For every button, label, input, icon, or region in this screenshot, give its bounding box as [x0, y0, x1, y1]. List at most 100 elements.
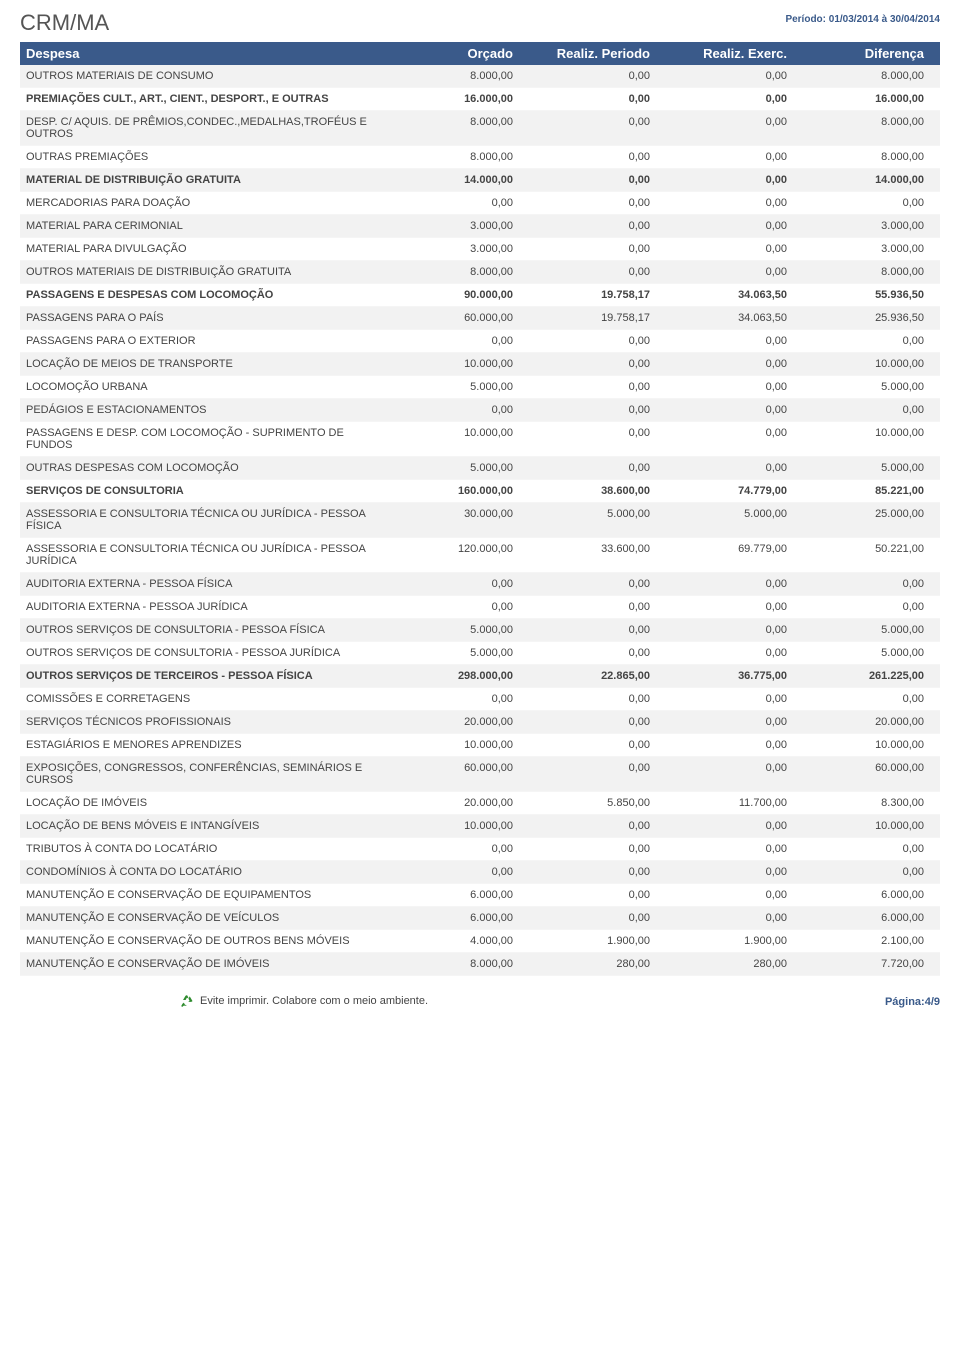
row-value-2: 0,00 — [660, 647, 797, 659]
row-value-0: 0,00 — [386, 843, 523, 855]
row-value-0: 8.000,00 — [386, 266, 523, 278]
row-label: PEDÁGIOS E ESTACIONAMENTOS — [26, 404, 386, 416]
row-value-0: 4.000,00 — [386, 935, 523, 947]
col-header-orcado: Orçado — [386, 46, 523, 61]
row-value-0: 0,00 — [386, 693, 523, 705]
row-label: LOCAÇÃO DE BENS MÓVEIS E INTANGÍVEIS — [26, 820, 386, 832]
row-value-3: 0,00 — [797, 404, 934, 416]
row-label: OUTROS MATERIAIS DE DISTRIBUIÇÃO GRATUIT… — [26, 266, 386, 278]
row-value-2: 0,00 — [660, 578, 797, 590]
row-value-3: 3.000,00 — [797, 220, 934, 232]
row-value-3: 3.000,00 — [797, 243, 934, 255]
row-value-3: 14.000,00 — [797, 174, 934, 186]
row-value-3: 0,00 — [797, 843, 934, 855]
row-label: CONDOMÍNIOS À CONTA DO LOCATÁRIO — [26, 866, 386, 878]
row-value-2: 0,00 — [660, 716, 797, 728]
table-row: MANUTENÇÃO E CONSERVAÇÃO DE EQUIPAMENTOS… — [20, 884, 940, 907]
row-value-2: 5.000,00 — [660, 508, 797, 532]
row-value-1: 38.600,00 — [523, 485, 660, 497]
row-value-1: 0,00 — [523, 197, 660, 209]
row-value-2: 0,00 — [660, 601, 797, 613]
row-value-2: 0,00 — [660, 93, 797, 105]
row-value-3: 8.000,00 — [797, 116, 934, 140]
footer-eco-msg: Evite imprimir. Colabore com o meio ambi… — [180, 994, 428, 1008]
row-label: PREMIAÇÕES CULT., ART., CIENT., DESPORT.… — [26, 93, 386, 105]
page-header: CRM/MA Período: 01/03/2014 à 30/04/2014 — [20, 10, 940, 36]
row-value-1: 0,00 — [523, 912, 660, 924]
row-value-3: 0,00 — [797, 197, 934, 209]
row-label: MANUTENÇÃO E CONSERVAÇÃO DE EQUIPAMENTOS — [26, 889, 386, 901]
row-value-0: 8.000,00 — [386, 116, 523, 140]
row-value-3: 5.000,00 — [797, 624, 934, 636]
table-row: MERCADORIAS PARA DOAÇÃO0,000,000,000,00 — [20, 192, 940, 215]
row-value-1: 0,00 — [523, 151, 660, 163]
row-value-2: 0,00 — [660, 197, 797, 209]
row-value-3: 0,00 — [797, 866, 934, 878]
row-value-1: 0,00 — [523, 70, 660, 82]
row-value-2: 0,00 — [660, 912, 797, 924]
table-row: AUDITORIA EXTERNA - PESSOA FÍSICA0,000,0… — [20, 573, 940, 596]
table-row: PASSAGENS PARA O PAÍS60.000,0019.758,173… — [20, 307, 940, 330]
row-value-1: 0,00 — [523, 578, 660, 590]
col-header-periodo: Realiz. Periodo — [523, 46, 660, 61]
row-value-2: 0,00 — [660, 427, 797, 451]
row-value-0: 5.000,00 — [386, 462, 523, 474]
row-value-3: 25.936,50 — [797, 312, 934, 324]
row-value-0: 298.000,00 — [386, 670, 523, 682]
table-row: MATERIAL PARA DIVULGAÇÃO3.000,000,000,00… — [20, 238, 940, 261]
row-value-2: 0,00 — [660, 739, 797, 751]
row-value-1: 0,00 — [523, 381, 660, 393]
row-value-2: 0,00 — [660, 820, 797, 832]
table-row: AUDITORIA EXTERNA - PESSOA JURÍDICA0,000… — [20, 596, 940, 619]
row-value-1: 0,00 — [523, 358, 660, 370]
row-value-3: 6.000,00 — [797, 912, 934, 924]
row-value-0: 20.000,00 — [386, 797, 523, 809]
row-value-0: 60.000,00 — [386, 312, 523, 324]
row-label: MATERIAL DE DISTRIBUIÇÃO GRATUITA — [26, 174, 386, 186]
table-row: CONDOMÍNIOS À CONTA DO LOCATÁRIO0,000,00… — [20, 861, 940, 884]
row-value-1: 0,00 — [523, 427, 660, 451]
row-value-2: 0,00 — [660, 762, 797, 786]
row-value-0: 90.000,00 — [386, 289, 523, 301]
table-row: OUTROS SERVIÇOS DE TERCEIROS - PESSOA FÍ… — [20, 665, 940, 688]
row-value-2: 280,00 — [660, 958, 797, 970]
row-value-1: 5.000,00 — [523, 508, 660, 532]
row-value-0: 16.000,00 — [386, 93, 523, 105]
row-value-2: 69.779,00 — [660, 543, 797, 567]
row-value-0: 10.000,00 — [386, 739, 523, 751]
table-row: EXPOSIÇÕES, CONGRESSOS, CONFERÊNCIAS, SE… — [20, 757, 940, 792]
page-footer: Evite imprimir. Colabore com o meio ambi… — [20, 994, 940, 1008]
row-value-0: 0,00 — [386, 866, 523, 878]
row-value-2: 0,00 — [660, 462, 797, 474]
row-value-1: 0,00 — [523, 116, 660, 140]
row-label: LOCOMOÇÃO URBANA — [26, 381, 386, 393]
row-value-3: 8.300,00 — [797, 797, 934, 809]
row-value-1: 0,00 — [523, 866, 660, 878]
row-label: OUTROS SERVIÇOS DE CONSULTORIA - PESSOA … — [26, 624, 386, 636]
table-row: DESP. C/ AQUIS. DE PRÊMIOS,CONDEC.,MEDAL… — [20, 111, 940, 146]
row-value-3: 6.000,00 — [797, 889, 934, 901]
row-value-0: 30.000,00 — [386, 508, 523, 532]
row-value-1: 0,00 — [523, 220, 660, 232]
table-row: MANUTENÇÃO E CONSERVAÇÃO DE VEÍCULOS 6.00… — [20, 907, 940, 930]
row-value-0: 3.000,00 — [386, 243, 523, 255]
row-value-0: 0,00 — [386, 404, 523, 416]
table-row: PASSAGENS E DESP. COM LOCOMOÇÃO - SUPRIM… — [20, 422, 940, 457]
row-value-2: 0,00 — [660, 693, 797, 705]
row-value-1: 0,00 — [523, 820, 660, 832]
row-value-3: 2.100,00 — [797, 935, 934, 947]
row-value-3: 5.000,00 — [797, 462, 934, 474]
row-value-0: 20.000,00 — [386, 716, 523, 728]
table-row: LOCAÇÃO DE BENS MÓVEIS E INTANGÍVEIS10.0… — [20, 815, 940, 838]
row-value-1: 22.865,00 — [523, 670, 660, 682]
row-value-1: 0,00 — [523, 716, 660, 728]
row-label: SERVIÇOS TÉCNICOS PROFISSIONAIS — [26, 716, 386, 728]
row-value-1: 1.900,00 — [523, 935, 660, 947]
row-label: MANUTENÇÃO E CONSERVAÇÃO DE VEÍCULOS — [26, 912, 386, 924]
row-value-0: 120.000,00 — [386, 543, 523, 567]
table-row: PASSAGENS PARA O EXTERIOR0,000,000,000,0… — [20, 330, 940, 353]
row-label: OUTROS SERVIÇOS DE CONSULTORIA - PESSOA … — [26, 647, 386, 659]
row-label: MANUTENÇÃO E CONSERVAÇÃO DE IMÓVEIS — [26, 958, 386, 970]
row-value-2: 0,00 — [660, 889, 797, 901]
table-row: TRIBUTOS À CONTA DO LOCATÁRIO0,000,000,0… — [20, 838, 940, 861]
